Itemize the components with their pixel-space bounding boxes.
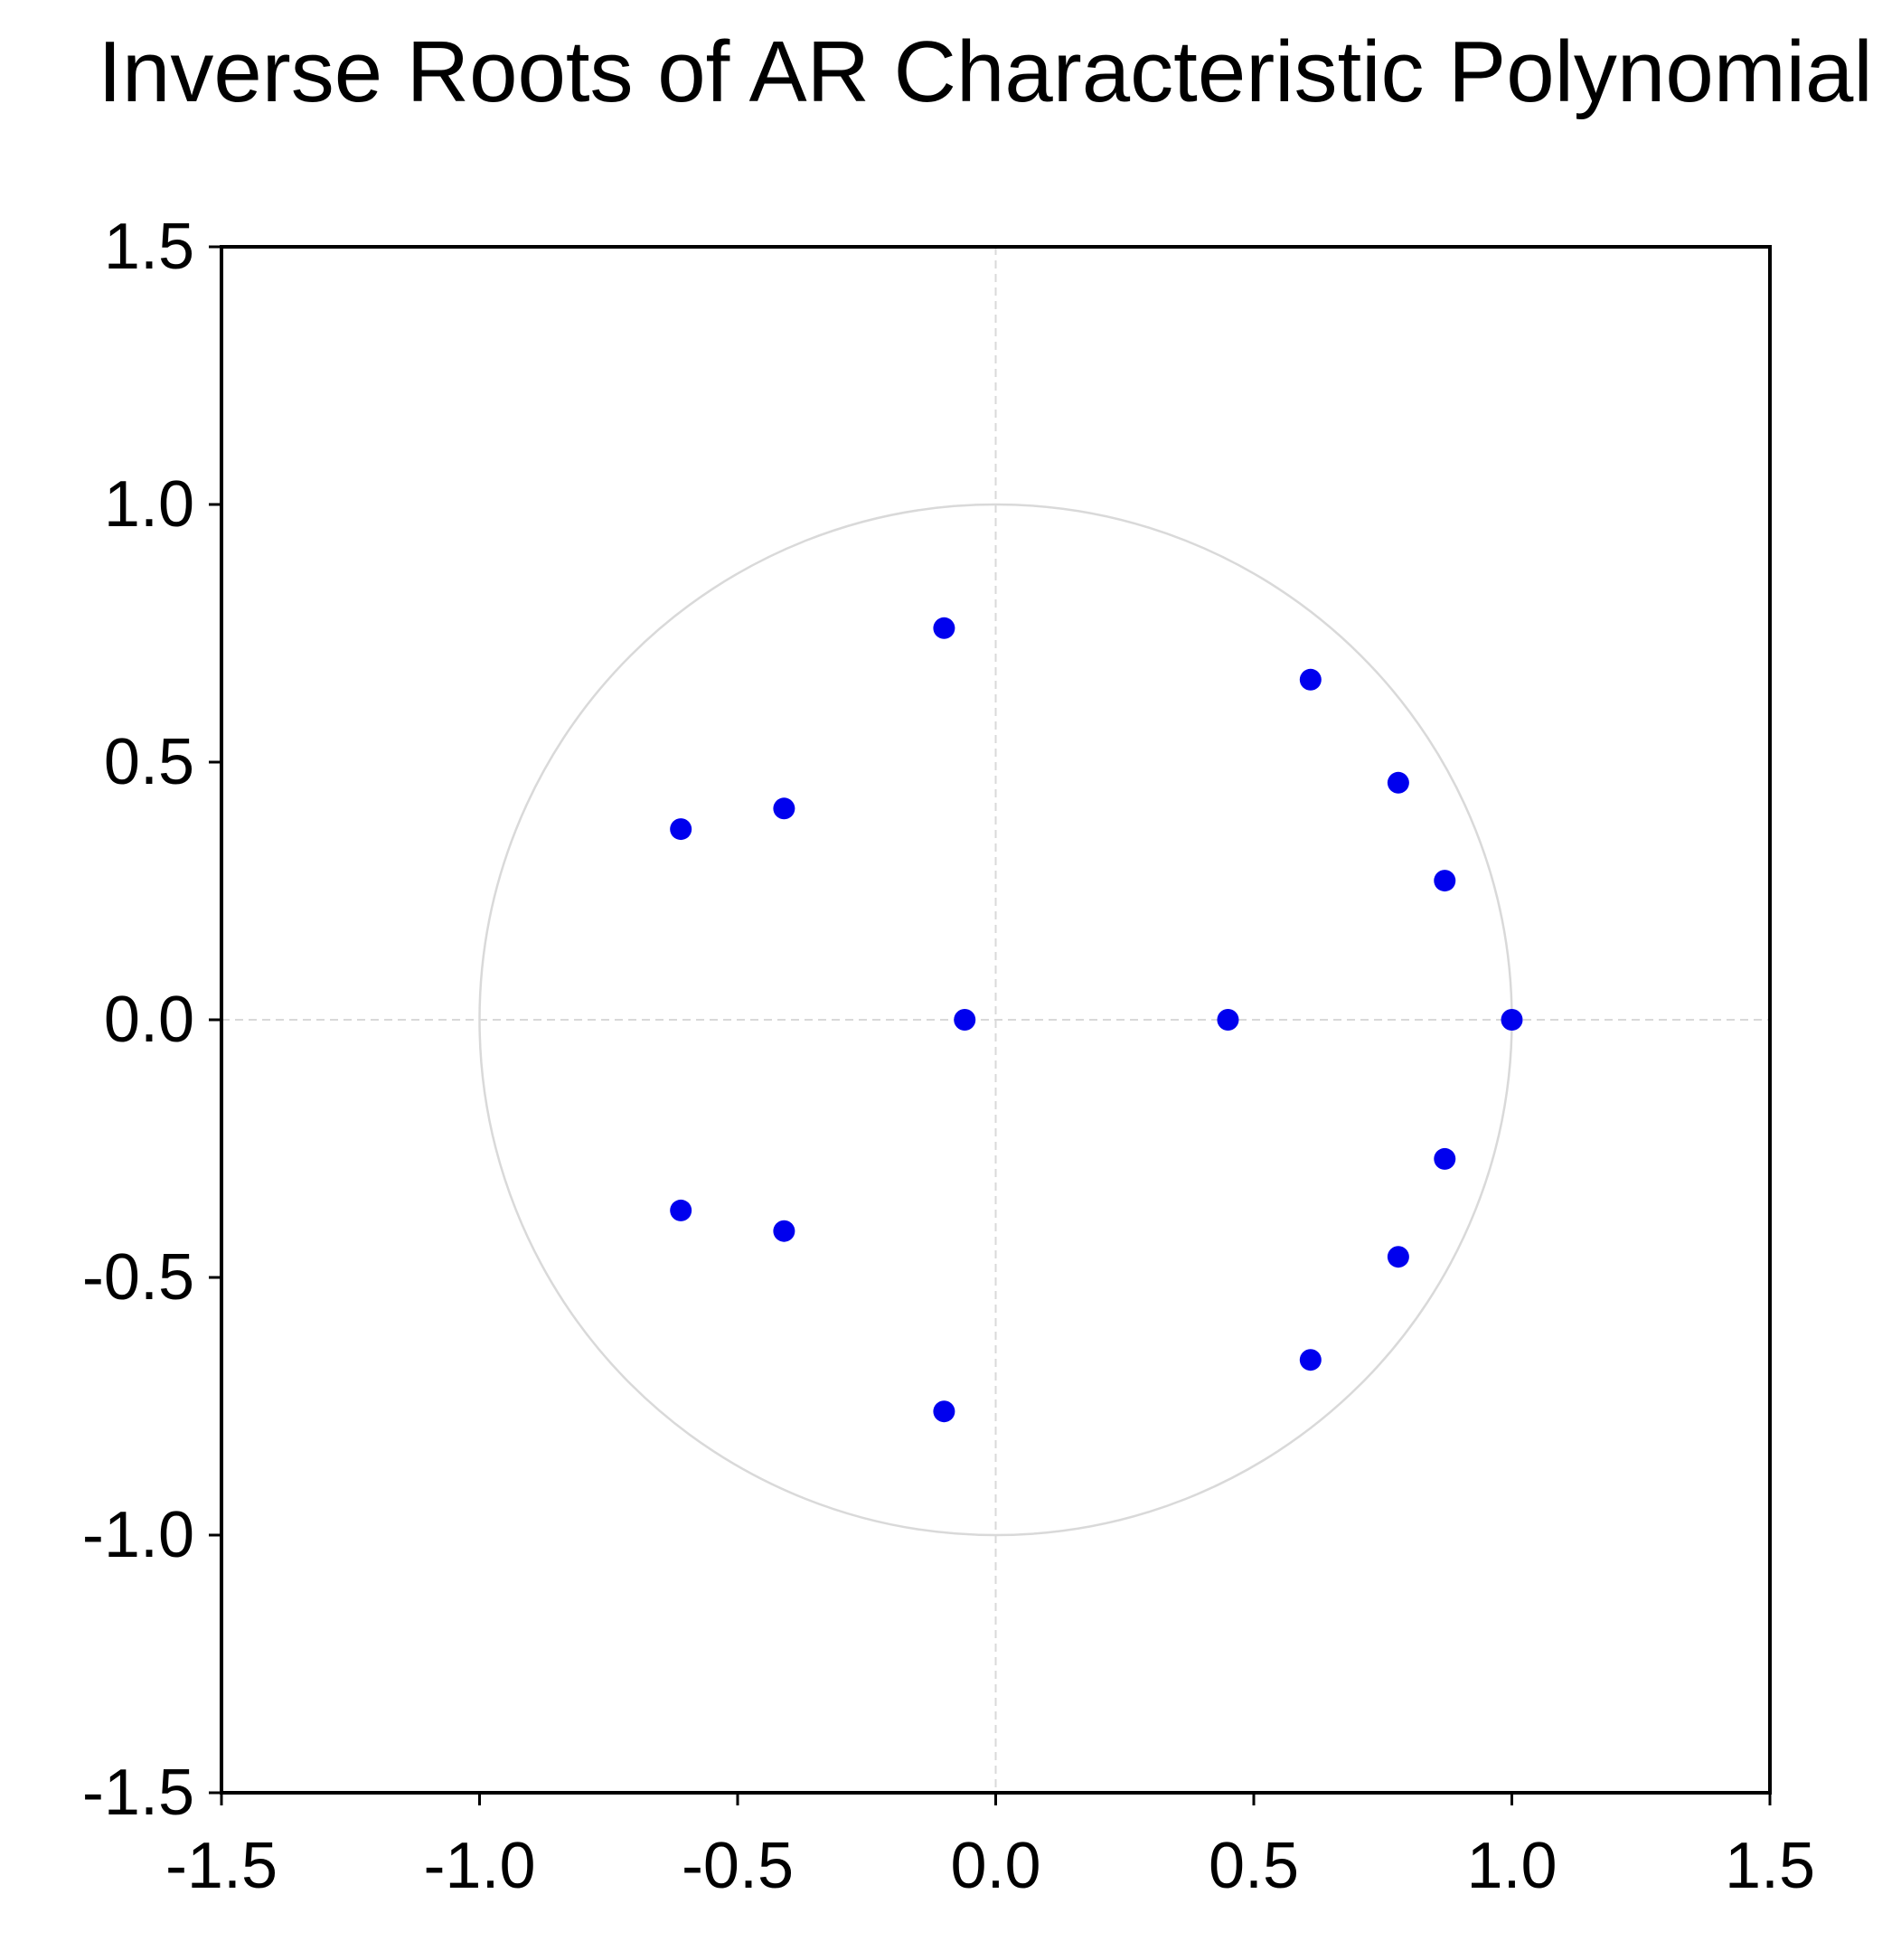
y-tick-label: 1.5 — [104, 211, 194, 283]
root-point — [773, 797, 795, 820]
root-point — [1434, 870, 1456, 892]
root-point — [1501, 1009, 1523, 1031]
root-point — [773, 1220, 795, 1242]
root-point — [954, 1009, 976, 1031]
root-point — [1299, 1349, 1322, 1371]
root-point — [1387, 771, 1409, 794]
root-point — [1217, 1009, 1239, 1031]
x-tick-label: 0.0 — [950, 1830, 1040, 1902]
y-tick-label: 0.5 — [104, 726, 194, 798]
root-point — [670, 818, 692, 841]
y-tick-label: 0.0 — [104, 984, 194, 1056]
root-point — [1299, 668, 1322, 691]
x-tick-label: 0.5 — [1209, 1830, 1299, 1902]
x-tick-label: 1.0 — [1466, 1830, 1557, 1902]
y-tick-label: -1.0 — [82, 1499, 194, 1571]
root-point — [1434, 1147, 1456, 1170]
x-tick-label: -0.5 — [682, 1830, 794, 1902]
root-point — [933, 1400, 955, 1423]
x-tick-label: 1.5 — [1725, 1830, 1815, 1902]
root-point — [1387, 1246, 1409, 1268]
chart-title: Inverse Roots of AR Characteristic Polyn… — [98, 24, 1872, 120]
y-tick-label: -0.5 — [82, 1241, 194, 1314]
root-point — [933, 617, 955, 639]
root-point — [670, 1199, 692, 1221]
y-tick-label: -1.5 — [82, 1757, 194, 1829]
plot-area: -1.5 -1.0 -0.5 0.0 0.5 1.0 1.5 1.5 1.0 0.5 0.0 -0.5… — [82, 211, 1815, 1902]
x-tick-label: -1.0 — [423, 1830, 535, 1902]
y-tick-label: 1.0 — [104, 468, 194, 541]
x-tick-label: -1.5 — [165, 1830, 278, 1902]
